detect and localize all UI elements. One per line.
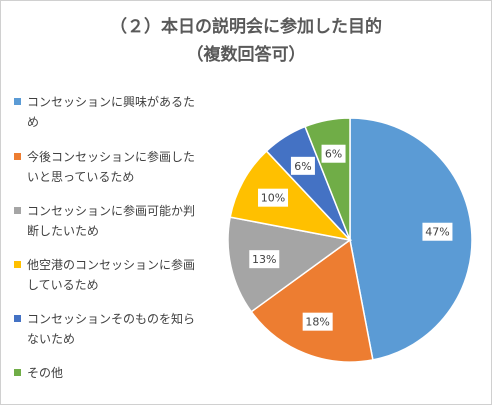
legend-label: 他空港のコンセッションに参画しているため	[27, 258, 196, 292]
legend-swatch	[14, 369, 21, 376]
pie-slice	[229, 150, 353, 242]
data-label: 47%	[422, 222, 453, 241]
legend-item: コンセッションに参画可能か判断したいため	[14, 201, 219, 241]
data-label-box	[249, 250, 280, 269]
data-label-box	[321, 144, 346, 163]
legend-item: 他空港のコンセッションに参画しているため	[14, 255, 219, 295]
data-label-text: 6%	[325, 148, 342, 161]
data-label-box	[290, 156, 315, 175]
chart-title-line-2: （複数回答可）	[186, 45, 306, 65]
data-label: 6%	[290, 156, 315, 175]
data-label-text: 13%	[252, 253, 276, 266]
data-label: 6%	[321, 144, 346, 163]
data-label-text: 10%	[261, 192, 285, 205]
data-label-text: 47%	[425, 226, 449, 239]
legend-item: その他	[14, 363, 219, 383]
data-label-box	[258, 188, 289, 207]
chart-title-line-1: （２）本日の説明会に参加した目的	[110, 17, 382, 37]
legend-label: コンセッションに興味があるため	[27, 95, 196, 129]
pie-slice	[227, 216, 352, 313]
data-label: 13%	[249, 250, 280, 269]
data-label-box	[422, 222, 453, 241]
legend: コンセッションに興味があるため 今後コンセッションに参画したいと思っているため …	[14, 92, 219, 397]
legend-item: コンセッションに興味があるため	[14, 92, 219, 132]
data-label-text: 6%	[294, 160, 311, 173]
legend-swatch	[14, 98, 21, 105]
pie-slice	[250, 238, 374, 363]
legend-label: その他	[27, 366, 64, 380]
legend-swatch	[14, 261, 21, 268]
data-label: 10%	[258, 188, 289, 207]
legend-item: 今後コンセッションに参画したいと思っているため	[14, 147, 219, 187]
legend-label: 今後コンセッションに参画したいと思っているため	[27, 150, 196, 184]
data-label-box	[302, 312, 333, 331]
legend-swatch	[14, 153, 21, 160]
legend-item: コンセッションそのものを知らないため	[14, 309, 219, 349]
legend-swatch	[14, 207, 21, 214]
pie-slice	[349, 117, 473, 361]
legend-label: コンセッションそのものを知らないため	[27, 312, 196, 346]
legend-label: コンセッションに参画可能か判断したいため	[27, 204, 196, 238]
data-label: 18%	[302, 312, 333, 331]
data-label-text: 18%	[305, 316, 329, 329]
legend-swatch	[14, 315, 21, 322]
